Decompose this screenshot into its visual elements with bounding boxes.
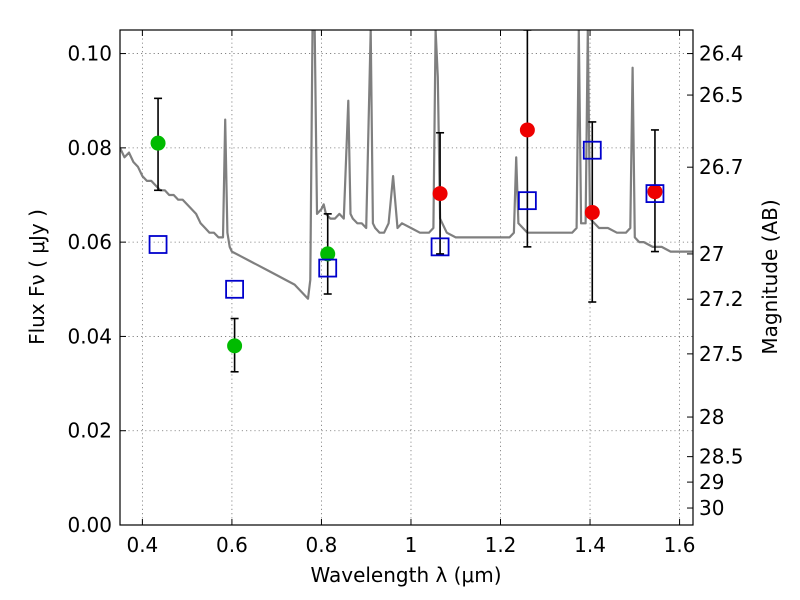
y-tick-label: 0.04 <box>67 324 112 348</box>
x-tick-label: 1.2 <box>485 533 517 557</box>
right-tick-label: 27 <box>699 242 724 266</box>
x-tick-label: 0.4 <box>126 533 158 557</box>
right-tick-label: 26.7 <box>699 155 744 179</box>
x-tick-label: 1.4 <box>574 533 606 557</box>
y-axis-title: Flux Fν ( μJy ) <box>25 209 49 345</box>
right-tick-label: 29 <box>699 470 724 494</box>
y-tick-label: 0.08 <box>67 136 112 160</box>
model-square-point <box>645 184 665 203</box>
y-tick-label: 0.10 <box>67 42 112 66</box>
green-data-point <box>320 246 336 262</box>
plot-frame <box>119 29 694 526</box>
model-square-point <box>318 258 338 278</box>
right-tick-label: 27.2 <box>699 287 744 311</box>
model-square-point <box>430 237 450 257</box>
green-data-point <box>227 338 243 354</box>
axes: 0.4 0.6 0.8 1 1.2 1.4 1.6 0.00 0.02 0.04 0.06 0.08 0… <box>67 30 744 557</box>
red-data-point <box>584 204 600 220</box>
right-tick-label: 28 <box>699 405 724 429</box>
right-tick-label: 27.5 <box>699 342 744 366</box>
model-square-point <box>225 279 245 299</box>
x-axis-title: Wavelength λ (μm) <box>310 563 501 587</box>
red-data-point <box>432 186 448 202</box>
right-tick-label: 30 <box>699 496 724 520</box>
grid-lines <box>120 30 693 526</box>
x-tick-label: 0.6 <box>216 533 248 557</box>
right-tick-label: 26.5 <box>699 83 744 107</box>
y-tick-label: 0.02 <box>67 419 112 443</box>
model-square-point <box>148 235 168 254</box>
data-markers <box>148 122 665 354</box>
error-bars <box>154 30 659 373</box>
x-tick-label: 1 <box>405 533 418 557</box>
green-data-point <box>150 135 166 151</box>
x-tick-label: 0.8 <box>306 533 338 557</box>
model-square-point <box>582 140 602 160</box>
model-square-point <box>517 191 537 211</box>
red-data-point <box>647 184 663 200</box>
spectrum-series <box>120 30 693 300</box>
right-axis-title: Magnitude (AB) <box>758 199 782 354</box>
red-data-point <box>519 122 535 138</box>
y-tick-label: 0.06 <box>67 230 112 254</box>
y-tick-label: 0.00 <box>67 513 112 537</box>
spectrum-line <box>120 30 693 300</box>
right-tick-label: 26.4 <box>699 42 744 66</box>
x-tick-label: 1.6 <box>664 533 696 557</box>
right-tick-label: 28.5 <box>699 445 744 469</box>
